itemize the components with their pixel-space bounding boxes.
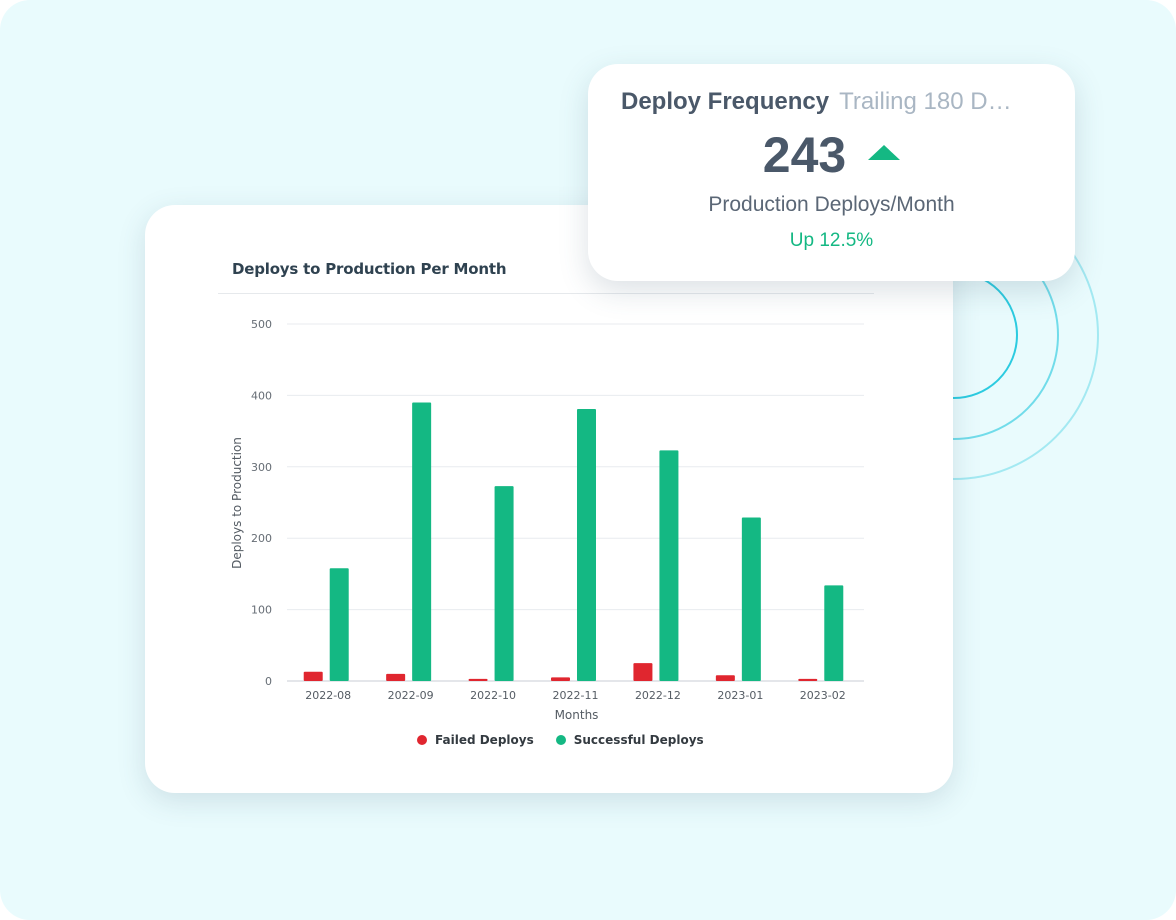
bar-failed	[798, 678, 818, 681]
bar-successful	[494, 486, 514, 681]
bar-failed	[551, 677, 570, 681]
chart-card: Deploys to Production Per Month 0 100 200 3…	[145, 205, 953, 793]
bar-successful	[577, 408, 596, 681]
x-tick-label: 2023-01	[717, 689, 763, 702]
stat-change: Up 12.5%	[789, 230, 874, 251]
chart-title: Deploys to Production Per Month	[232, 260, 507, 278]
y-tick-label: 100	[251, 604, 272, 617]
y-tick-label: 300	[251, 461, 272, 474]
y-tick-label: 0	[265, 675, 272, 688]
bar-successful	[824, 585, 844, 681]
x-tick-label: 2022-12	[635, 689, 681, 702]
bar-failed	[303, 671, 323, 681]
bar-successful	[329, 568, 349, 681]
chart-legend: Failed Deploys Successful Deploys	[417, 733, 704, 747]
legend-item[interactable]: Failed Deploys	[417, 733, 534, 747]
bar-failed	[386, 673, 406, 681]
triangle-up-icon	[868, 144, 901, 160]
bar-failed	[468, 678, 488, 681]
bar-chart: 0 100 200 300 400 500 2022-08 2022-09 2022-10 202…	[230, 318, 864, 722]
deploy-frequency-card: Deploy Frequency Trailing 180 D… 243 Prod…	[588, 64, 1075, 281]
stat-title: Deploy Frequency	[621, 88, 830, 115]
x-axis-title: Months	[555, 708, 599, 722]
y-axis-title: Deploys to Production	[230, 437, 244, 569]
x-tick-label: 2022-11	[553, 689, 599, 702]
legend-dot-icon	[417, 735, 427, 745]
stat-label: Production Deploys/Month	[708, 193, 955, 216]
legend-label: Failed Deploys	[435, 733, 534, 747]
legend-dot-icon	[555, 735, 566, 745]
x-tick-label: 2022-08	[305, 689, 351, 702]
y-tick-label: 500	[251, 318, 272, 331]
stat-value-row: 243	[588, 126, 1075, 184]
bar-successful	[741, 517, 761, 681]
y-tick-label: 400	[251, 389, 272, 402]
y-tick-label: 200	[251, 532, 272, 545]
bar-successful	[659, 450, 679, 681]
bar-failed	[715, 675, 735, 681]
title-divider	[218, 293, 874, 294]
stat-header: Deploy Frequency Trailing 180 D…	[621, 88, 1051, 116]
bar-failed	[633, 663, 653, 681]
legend-item[interactable]: Successful Deploys	[555, 733, 704, 747]
bar-successful	[412, 402, 432, 681]
stat-period: Trailing 180 D…	[839, 88, 1012, 115]
x-tick-label: 2022-09	[388, 689, 434, 702]
stat-value: 243	[762, 127, 847, 183]
legend-label: Successful Deploys	[573, 733, 704, 747]
x-tick-label: 2023-02	[800, 689, 846, 702]
x-tick-label: 2022-10	[470, 689, 516, 702]
